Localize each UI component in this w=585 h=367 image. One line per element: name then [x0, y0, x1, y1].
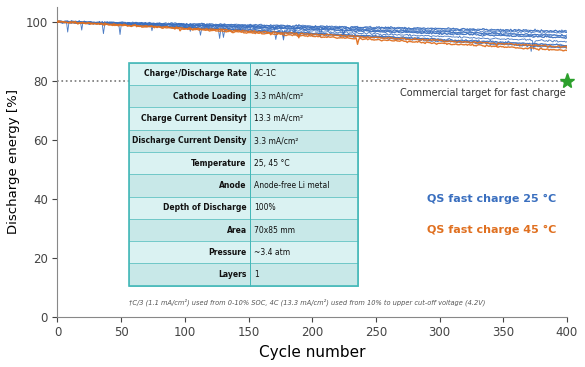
Bar — [250, 107, 358, 130]
Text: Cathode Loading: Cathode Loading — [173, 92, 247, 101]
X-axis label: Cycle number: Cycle number — [259, 345, 366, 360]
Bar — [250, 130, 358, 152]
Text: Charge Current Density†: Charge Current Density† — [141, 114, 247, 123]
Bar — [250, 264, 358, 286]
Text: 70x85 mm: 70x85 mm — [254, 226, 295, 235]
Text: 3.3 mAh/cm²: 3.3 mAh/cm² — [254, 92, 303, 101]
Bar — [129, 85, 250, 107]
Bar — [250, 63, 358, 85]
Bar — [129, 107, 250, 130]
Text: Anode-free Li metal: Anode-free Li metal — [254, 181, 329, 190]
Y-axis label: Discharge energy [%]: Discharge energy [%] — [7, 89, 20, 235]
Bar — [129, 241, 250, 264]
Text: 1: 1 — [254, 270, 259, 279]
Text: QS fast charge 45 °C: QS fast charge 45 °C — [428, 225, 557, 235]
Text: Charge¹/Discharge Rate: Charge¹/Discharge Rate — [144, 69, 247, 79]
Text: Depth of Discharge: Depth of Discharge — [163, 203, 247, 212]
Bar — [129, 197, 250, 219]
Text: 13.3 mA/cm²: 13.3 mA/cm² — [254, 114, 303, 123]
Bar — [129, 174, 250, 197]
Text: Discharge Current Density: Discharge Current Density — [132, 136, 247, 145]
Text: Pressure: Pressure — [208, 248, 247, 257]
Bar — [129, 219, 250, 241]
Bar — [250, 174, 358, 197]
Bar — [250, 241, 358, 264]
Text: 100%: 100% — [254, 203, 276, 212]
Text: QS fast charge 25 °C: QS fast charge 25 °C — [428, 194, 557, 204]
Bar — [250, 85, 358, 107]
Bar — [129, 264, 250, 286]
Bar — [129, 63, 250, 85]
Bar — [129, 130, 250, 152]
Text: 25, 45 °C: 25, 45 °C — [254, 159, 290, 168]
Text: 4C-1C: 4C-1C — [254, 69, 277, 79]
Bar — [129, 152, 250, 174]
Text: ~3.4 atm: ~3.4 atm — [254, 248, 290, 257]
Text: Layers: Layers — [218, 270, 247, 279]
Bar — [250, 219, 358, 241]
Text: Area: Area — [226, 226, 247, 235]
Bar — [250, 152, 358, 174]
Text: †C/3 (1.1 mA/cm²) used from 0-10% SOC, 4C (13.3 mA/cm²) used from 10% to upper c: †C/3 (1.1 mA/cm²) used from 0-10% SOC, 4… — [129, 298, 485, 306]
Text: Commercial target for fast charge: Commercial target for fast charge — [400, 88, 566, 98]
Bar — [250, 197, 358, 219]
Text: Anode: Anode — [219, 181, 247, 190]
Bar — [129, 63, 358, 286]
Text: 3.3 mA/cm²: 3.3 mA/cm² — [254, 136, 298, 145]
Text: Temperature: Temperature — [191, 159, 247, 168]
